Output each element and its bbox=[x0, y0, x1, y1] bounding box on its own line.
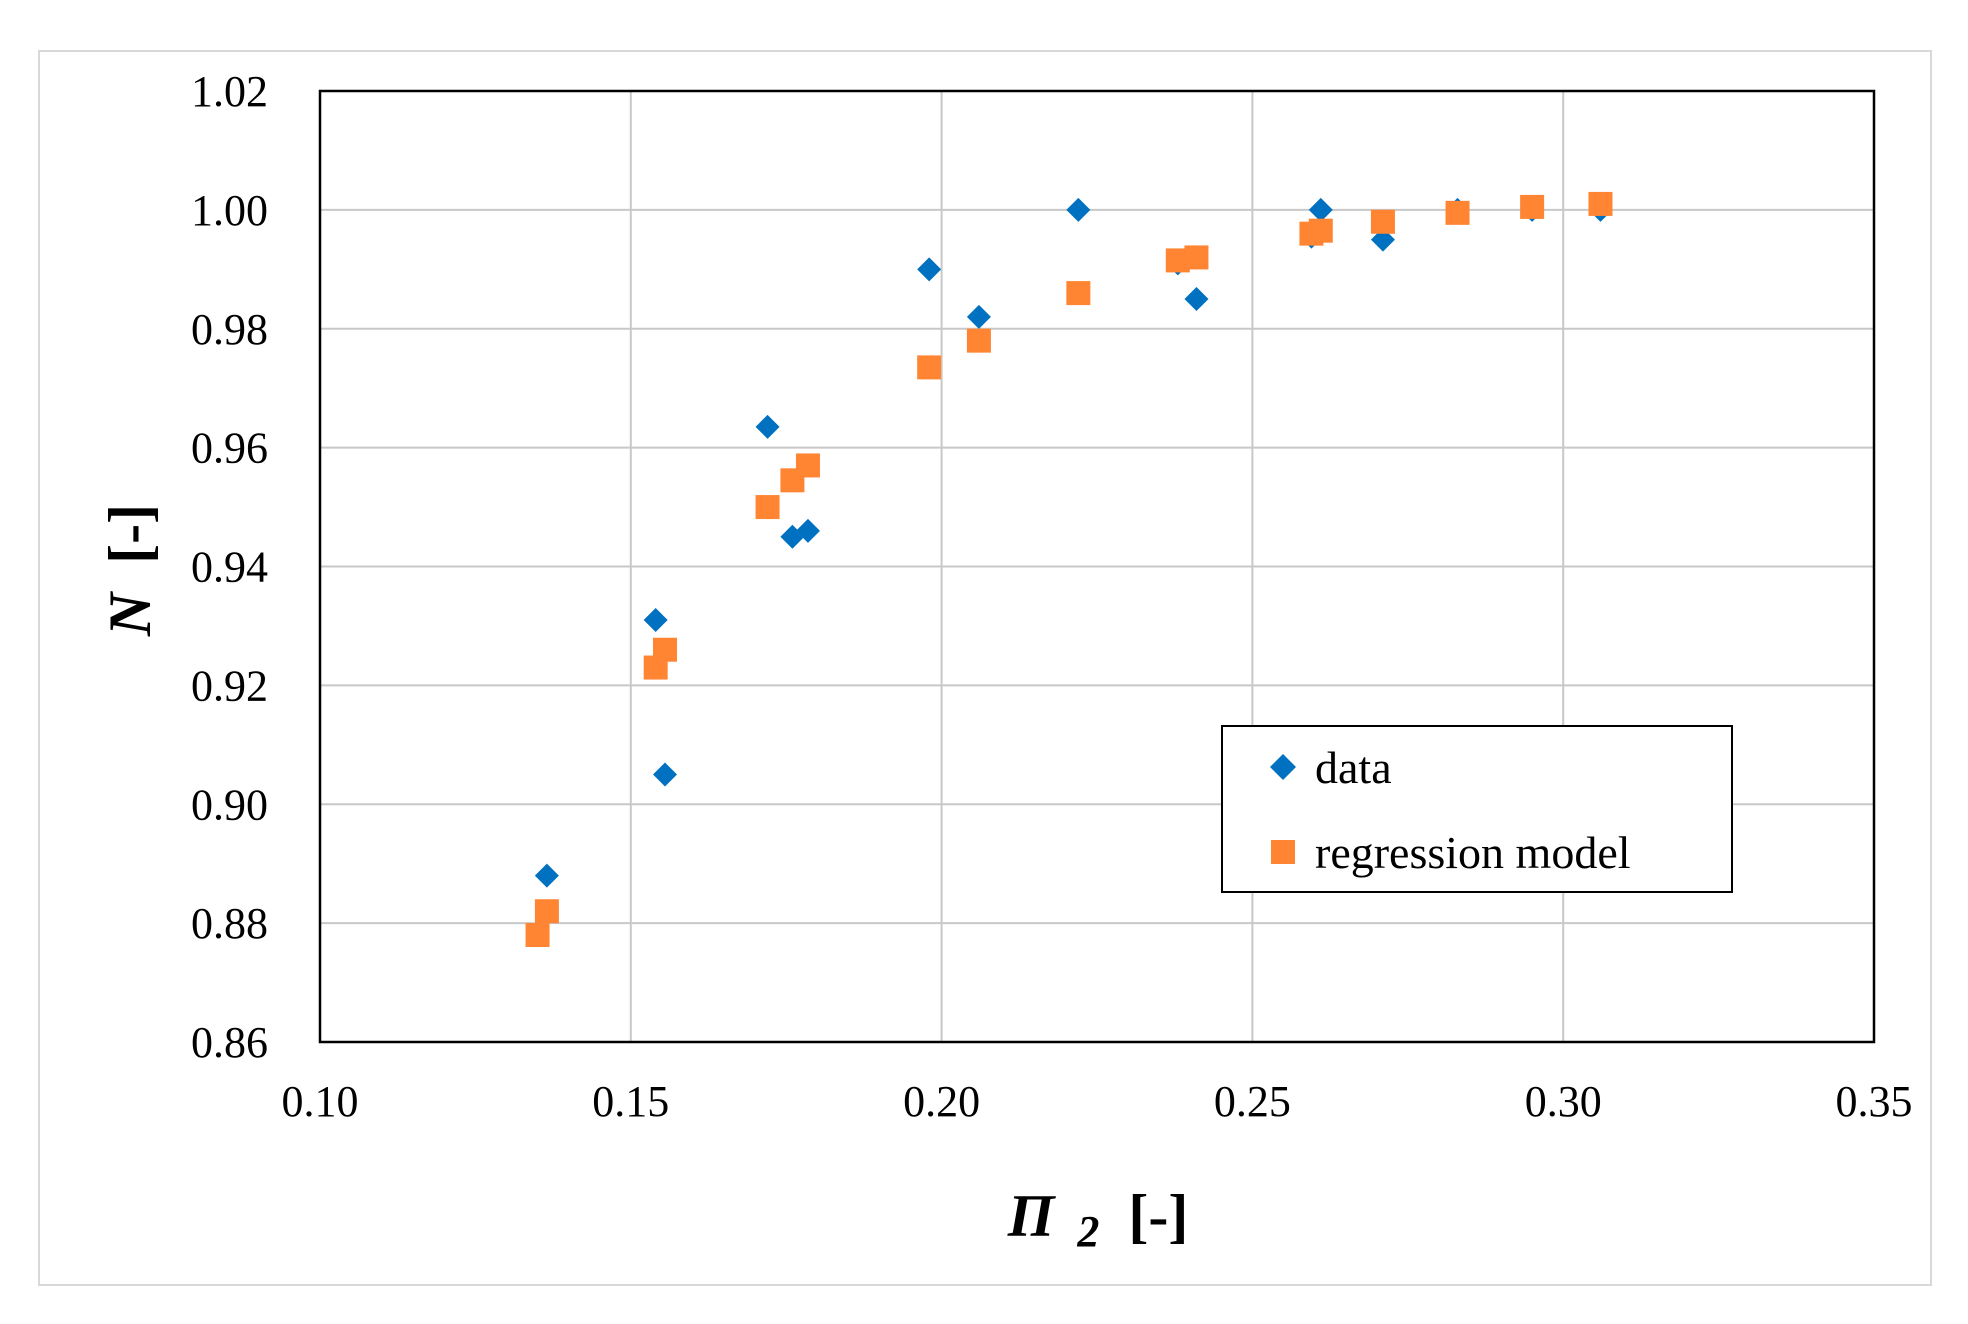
regression-point bbox=[525, 923, 550, 948]
regression-point bbox=[1184, 245, 1209, 270]
regression-point bbox=[1520, 194, 1545, 219]
y-axis-title: N [-] bbox=[97, 504, 163, 637]
data-markers bbox=[525, 191, 1613, 948]
x-axis-unit: [-] bbox=[1128, 1183, 1188, 1249]
regression-point bbox=[534, 899, 559, 924]
legend: data regression model bbox=[1221, 725, 1733, 893]
x-axis-subscript: 2 bbox=[1076, 1207, 1099, 1256]
y-tick-label: 0.92 bbox=[191, 661, 268, 710]
data-point bbox=[917, 257, 942, 282]
legend-data-label: data bbox=[1315, 742, 1392, 793]
y-tick-label: 0.94 bbox=[191, 543, 268, 592]
x-axis-title: Π 2 [-] bbox=[1007, 1183, 1189, 1259]
y-tick-label: 0.98 bbox=[191, 305, 268, 354]
regression-point bbox=[795, 453, 820, 478]
legend-box bbox=[1221, 725, 1733, 893]
data-point bbox=[795, 518, 820, 543]
y-tick-label: 1.02 bbox=[191, 67, 268, 116]
y-tick-labels: 0.86 0.88 0.90 0.92 0.94 0.96 0.98 1.00 1.02 bbox=[191, 67, 268, 1067]
x-tick-label: 0.15 bbox=[592, 1077, 669, 1126]
legend-regression-label: regression model bbox=[1315, 827, 1631, 878]
x-tick-label: 0.25 bbox=[1214, 1077, 1291, 1126]
regression-point bbox=[966, 328, 991, 353]
y-axis-symbol: N bbox=[97, 590, 163, 637]
data-point bbox=[1066, 197, 1091, 222]
figure-frame bbox=[38, 50, 1932, 1286]
data-point bbox=[534, 863, 559, 888]
data-point bbox=[1184, 287, 1209, 312]
grid-lines bbox=[320, 91, 1874, 1042]
data-point bbox=[1308, 197, 1333, 222]
x-tick-label: 0.30 bbox=[1525, 1077, 1602, 1126]
legend-regression-marker bbox=[1271, 840, 1295, 864]
data-point bbox=[966, 304, 991, 329]
plot-area bbox=[318, 89, 1876, 1044]
x-tick-labels: 0.10 0.15 0.20 0.25 0.30 0.35 bbox=[282, 1077, 1913, 1126]
regression-point bbox=[1066, 281, 1091, 306]
data-point bbox=[643, 607, 668, 632]
y-tick-label: 0.96 bbox=[191, 424, 268, 473]
legend-data-marker bbox=[1270, 754, 1296, 780]
y-tick-label: 1.00 bbox=[191, 186, 268, 235]
y-tick-label: 0.86 bbox=[191, 1018, 268, 1067]
regression-point bbox=[1445, 200, 1470, 225]
x-tick-label: 0.20 bbox=[903, 1077, 980, 1126]
regression-point bbox=[917, 355, 942, 380]
y-tick-label: 0.88 bbox=[191, 899, 268, 948]
regression-point bbox=[755, 495, 780, 520]
x-axis-symbol: Π bbox=[1007, 1183, 1057, 1249]
x-tick-label: 0.10 bbox=[282, 1077, 359, 1126]
regression-point bbox=[1308, 218, 1333, 243]
data-point bbox=[755, 414, 780, 439]
data-point bbox=[652, 762, 677, 787]
y-axis-unit: [-] bbox=[97, 504, 163, 564]
y-tick-label: 0.90 bbox=[191, 780, 268, 829]
regression-point bbox=[652, 637, 677, 662]
regression-point bbox=[1588, 191, 1613, 216]
regression-point bbox=[1370, 209, 1395, 234]
x-tick-label: 0.35 bbox=[1836, 1077, 1913, 1126]
